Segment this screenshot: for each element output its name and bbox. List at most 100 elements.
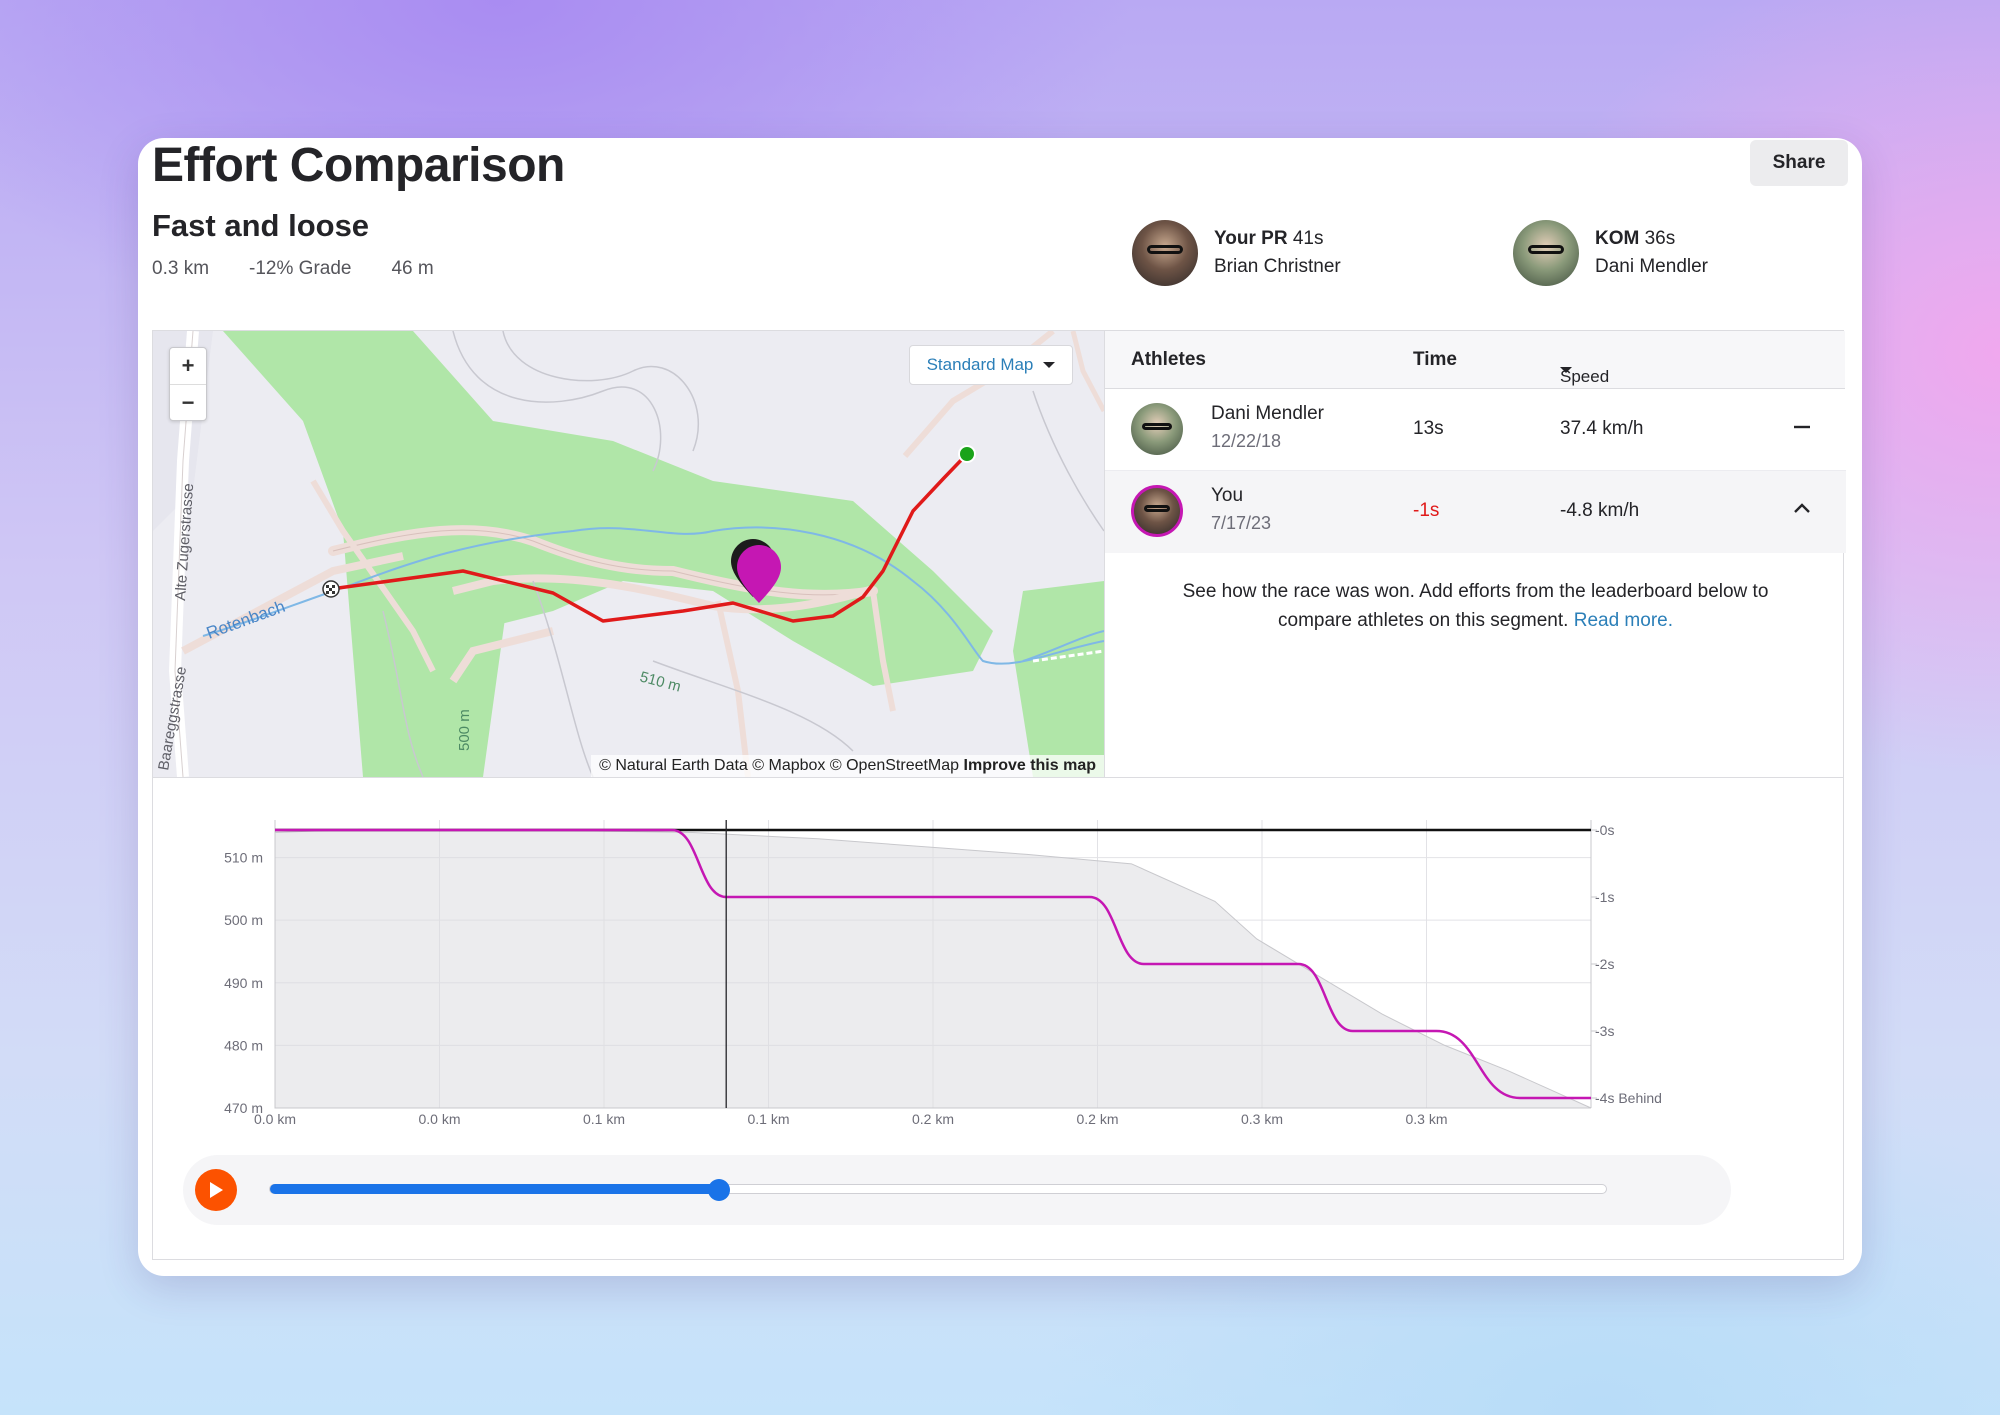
effort-comparison-card: Effort Comparison Share Fast and loose 0… (138, 138, 1862, 1276)
segment-stats: 0.3 km -12% Grade 46 m (152, 258, 434, 280)
elevation-profile (274, 828, 1592, 1109)
path (1070, 331, 1104, 413)
avatar (1132, 220, 1198, 286)
effort-time: -1s (1413, 500, 1440, 521)
kom-record[interactable]: KOM 36s Dani Mendler (1513, 220, 1708, 286)
kom-athlete: Dani Mendler (1595, 256, 1708, 277)
column-athletes: Athletes (1131, 349, 1206, 370)
contour-label: 510 m (638, 668, 683, 695)
playback-handle[interactable] (707, 1179, 730, 1201)
path (870, 590, 896, 712)
athlete-name: You (1211, 485, 1244, 506)
caret-down-icon (1043, 362, 1056, 368)
path (449, 627, 554, 684)
contour-line (652, 660, 854, 752)
comparison-panel: Alte Zugerstrasse Baareggstrasse Rotenba… (152, 330, 1846, 1260)
elevation-chart-area: 510 m 500 m 490 m 480 m 470 m 0.0 km 0.0 km 0.1… (153, 777, 1843, 1257)
pr-time: 41s (1292, 228, 1324, 249)
contour-line (452, 331, 662, 472)
creek-label: Rotenbach (204, 597, 288, 643)
path (181, 552, 404, 655)
x-tick-label: 0.0 km (418, 1111, 460, 1127)
contour-label: 500 m (456, 709, 473, 751)
personal-record[interactable]: Your PR 41s Brian Christner (1132, 220, 1341, 286)
play-button[interactable] (195, 1169, 237, 1211)
avatar (1131, 403, 1183, 455)
contour-line (1032, 390, 1104, 532)
contour-line (532, 580, 594, 777)
creek (1022, 630, 1104, 662)
x-tick-label: 0.1 km (583, 1111, 625, 1127)
y-right-tick-label: -2s (1595, 956, 1614, 972)
column-speed: Speed (1560, 367, 1610, 386)
x-tick-label: 0.0 km (254, 1111, 296, 1127)
contour-line (382, 610, 424, 777)
segment-name: Fast and loose (152, 208, 370, 243)
zoom-control: + − (169, 347, 207, 421)
chevron-up-icon[interactable] (1790, 497, 1814, 521)
improve-map-link[interactable]: Improve this map (963, 757, 1096, 774)
contour-line (502, 331, 699, 452)
attribution-text: © Natural Earth Data © Mapbox © OpenStre… (599, 757, 960, 774)
leaderboard-header: Athletes Time Speed (1105, 331, 1845, 389)
effort-date: 7/17/23 (1211, 513, 1272, 533)
kom-time: 36s (1644, 228, 1676, 249)
share-button[interactable]: Share (1750, 140, 1848, 186)
avatar (1513, 220, 1579, 286)
x-tick-label: 0.3 km (1241, 1111, 1283, 1127)
playback-slider[interactable] (269, 1179, 1607, 1201)
x-tick-label: 0.2 km (912, 1111, 954, 1127)
map-type-label: Standard Map (926, 355, 1034, 374)
y-tick-label: 480 m (224, 1037, 263, 1053)
pr-label: Your PR (1214, 228, 1288, 249)
segment-grade: -12% Grade (249, 258, 352, 279)
y-right-tick-label: -3s (1595, 1023, 1614, 1039)
y-right-tick-label: -0s (1595, 822, 1614, 838)
effort-speed: -4.8 km/h (1560, 500, 1640, 521)
read-more-link[interactable]: Read more. (1573, 610, 1673, 631)
leaderboard: Athletes Time Speed Dani Mendler 12/22/1… (1104, 331, 1846, 777)
checkered-pattern (326, 585, 335, 594)
path (452, 574, 875, 614)
segment-distance: 0.3 km (152, 258, 210, 279)
page-title: Effort Comparison (152, 139, 565, 192)
leaderboard-note: See how the race was won. Add efforts fr… (1145, 577, 1806, 635)
x-tick-label: 0.3 km (1405, 1111, 1447, 1127)
play-icon (210, 1182, 223, 1198)
pr-athlete: Brian Christner (1214, 256, 1341, 277)
start-marker-icon (958, 445, 976, 463)
zoom-out-button[interactable]: − (170, 384, 206, 420)
x-tick-label: 0.1 km (747, 1111, 789, 1127)
path-edge (332, 529, 874, 596)
note-text: See how the race was won. Add efforts fr… (1182, 581, 1769, 631)
segment-elevation: 46 m (391, 258, 434, 279)
map-attribution: © Natural Earth Data © Mapbox © OpenStre… (591, 755, 1104, 777)
minus-icon[interactable] (1790, 415, 1814, 439)
leaderboard-row[interactable]: Dani Mendler 12/22/18 13s 37.4 km/h (1105, 389, 1846, 471)
kom-label: KOM (1595, 228, 1640, 249)
y-tick-label: 490 m (224, 975, 263, 991)
leaderboard-row[interactable]: You 7/17/23 -1s -4.8 km/h (1105, 471, 1846, 553)
trail (1032, 649, 1104, 663)
playback-progress (270, 1184, 719, 1194)
zoom-in-button[interactable]: + (181, 353, 195, 378)
map-type-dropdown[interactable]: Standard Map (909, 345, 1073, 385)
effort-time: 13s (1413, 418, 1444, 439)
you-pin-icon (737, 545, 781, 603)
column-time: Time (1413, 349, 1458, 370)
segment-route (330, 452, 969, 623)
y-right-tick-label: -1s (1595, 889, 1614, 905)
playback-bar (183, 1155, 1731, 1225)
x-tick-label: 0.2 km (1076, 1111, 1118, 1127)
series-line (275, 828, 1591, 1100)
y-tick-label: 500 m (224, 912, 263, 928)
y-tick-label: 510 m (224, 850, 263, 866)
effort-date: 12/22/18 (1211, 431, 1282, 451)
effort-speed: 37.4 km/h (1560, 418, 1644, 439)
y-tick-label: 470 m (224, 1100, 263, 1116)
forest-area (1013, 581, 1104, 777)
athlete-name: Dani Mendler (1211, 403, 1324, 424)
segment-map[interactable]: Alte Zugerstrasse Baareggstrasse Rotenba… (153, 331, 1104, 777)
map-canvas[interactable]: Alte Zugerstrasse Baareggstrasse Rotenba… (153, 331, 1104, 777)
